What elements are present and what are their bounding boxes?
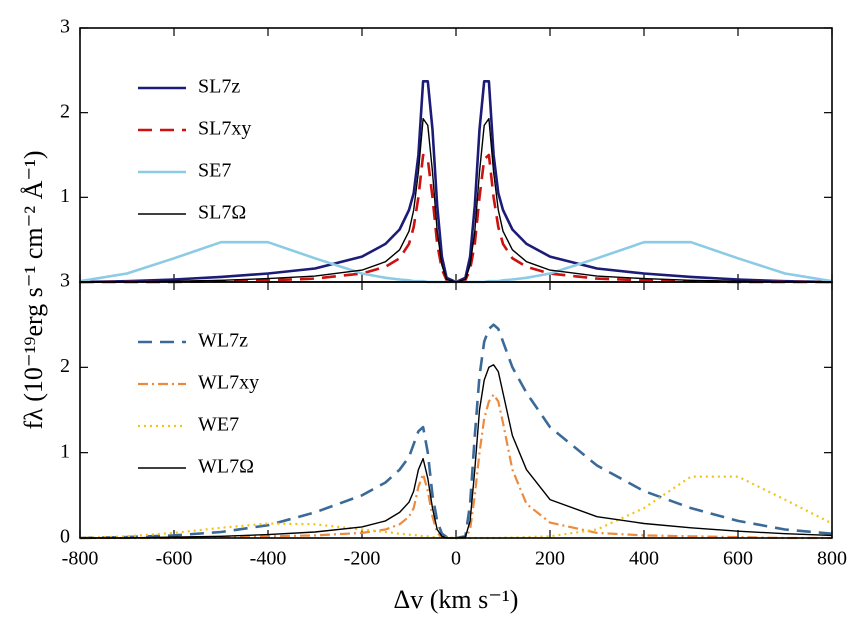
y-tick-label: 2 (60, 100, 70, 122)
y-axis-label: fλ (10⁻¹⁹erg s⁻¹ cm⁻² Å⁻¹) (19, 150, 48, 429)
y-tick-label: 3 (60, 16, 70, 38)
legend-label: WE7 (198, 414, 239, 436)
x-tick-label: 200 (535, 548, 565, 570)
legend-label: SE7 (198, 160, 231, 182)
x-tick-label: -800 (62, 548, 99, 570)
y-tick-label: 3 (60, 270, 70, 292)
x-tick-label: 0 (451, 548, 461, 570)
legend-label: WL7xy (198, 372, 259, 394)
x-tick-label: -600 (156, 548, 193, 570)
series-line (79, 323, 833, 540)
plot-frame (79, 281, 833, 539)
series-line (79, 475, 833, 540)
x-tick-label: -400 (250, 548, 287, 570)
legend-label: WL7Ω (198, 456, 254, 478)
legend-label: SL7xy (198, 118, 251, 140)
series-line (80, 364, 833, 539)
legend-label: SL7Ω (198, 202, 246, 224)
series-line (80, 153, 832, 284)
x-tick-label: 800 (817, 548, 847, 570)
legend-label: SL7z (198, 76, 240, 98)
x-tick-label: 600 (723, 548, 753, 570)
x-tick-label: -200 (344, 548, 381, 570)
y-tick-label: 2 (60, 355, 70, 377)
legend-label: WL7z (198, 330, 248, 352)
series-line (80, 117, 832, 283)
x-axis-label: Δv (km s⁻¹) (394, 585, 519, 614)
y-tick-label: 1 (60, 185, 70, 207)
plot-frame (79, 27, 833, 283)
x-tick-label: 400 (629, 548, 659, 570)
series-line (80, 393, 832, 540)
y-tick-label: 1 (60, 440, 70, 462)
y-tick-label: 0 (60, 526, 70, 548)
